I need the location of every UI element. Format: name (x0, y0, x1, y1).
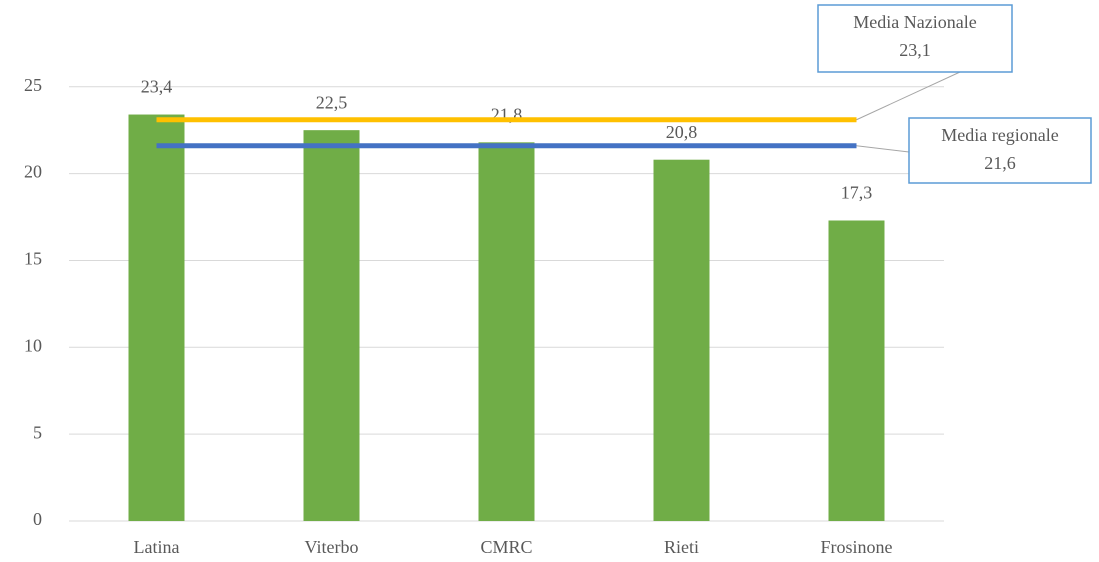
callout-leader (856, 145, 910, 153)
data-label: 20,8 (666, 122, 698, 142)
bar (478, 142, 535, 521)
data-label: 22,5 (316, 92, 348, 112)
bar (303, 130, 360, 521)
callout-name: Media regionale (941, 125, 1058, 145)
callout-box (817, 4, 1013, 73)
callout-value: 21,6 (984, 153, 1016, 173)
callout-box (908, 117, 1092, 184)
y-tick-label: 10 (24, 335, 42, 355)
x-tick-label: Latina (134, 537, 180, 557)
x-tick-label: Frosinone (821, 537, 893, 557)
x-tick-label: Viterbo (305, 537, 359, 557)
y-tick-label: 25 (24, 75, 42, 95)
callout-value: 23,1 (899, 40, 931, 60)
bar (828, 220, 885, 521)
y-tick-label: 0 (33, 509, 42, 529)
data-label: 17,3 (841, 183, 873, 203)
y-tick-label: 20 (24, 162, 42, 182)
bar (128, 114, 185, 522)
x-tick-label: CMRC (480, 537, 532, 557)
y-tick-label: 5 (33, 422, 42, 442)
callout-name: Media Nazionale (853, 12, 976, 32)
x-tick-label: Rieti (664, 537, 699, 557)
data-label: 23,4 (141, 77, 173, 97)
y-tick-label: 15 (24, 249, 42, 269)
callout-leader (856, 71, 961, 121)
bar (653, 159, 710, 521)
